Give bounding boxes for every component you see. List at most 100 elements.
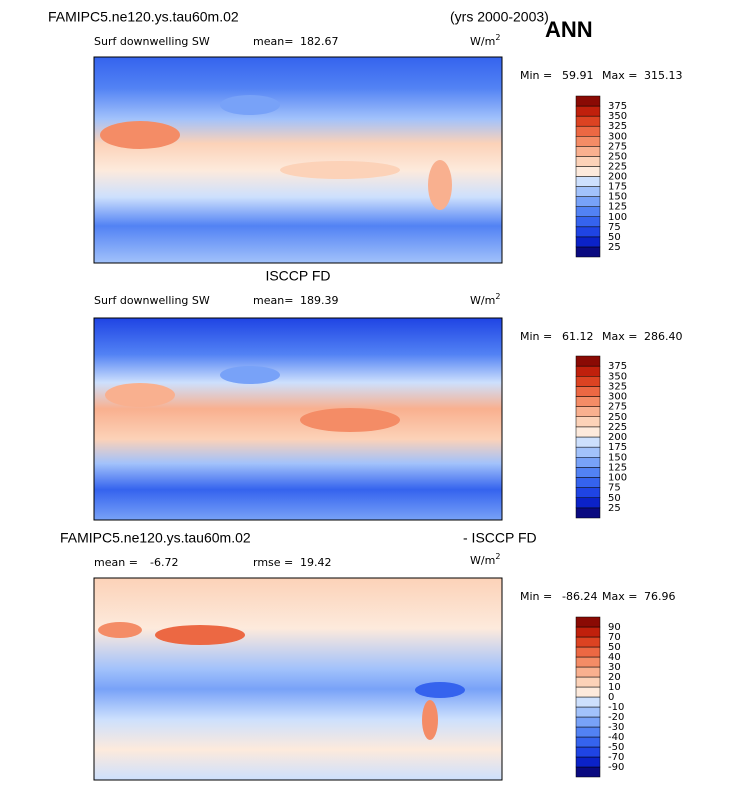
mean-value: 189.39: [300, 294, 339, 307]
colorbar-cell: [575, 746, 601, 758]
colorbar-label: 50: [608, 493, 621, 504]
variable: Surf downwelling SW: [94, 35, 210, 48]
rmse-value: 19.42: [300, 556, 332, 569]
colorbar-cell: [575, 477, 601, 488]
colorbar-cell: [575, 646, 601, 658]
colorbar-cell: [575, 236, 601, 248]
colorbar-cell: [575, 136, 601, 147]
units: W/m2: [470, 552, 500, 568]
colorbar-cell: [575, 206, 601, 217]
max-value: 315.13: [644, 69, 683, 82]
min-label: Min =: [520, 69, 552, 82]
colorbar-label: 325: [608, 381, 627, 392]
colorbar-label: 250: [608, 412, 627, 423]
min-value: 59.91: [562, 69, 594, 82]
colorbar-cell: [575, 446, 601, 458]
units: W/m2: [470, 33, 500, 49]
colorbar-label: -70: [608, 752, 624, 763]
colorbar-label: 20: [608, 672, 621, 683]
colorbar-cell: [575, 376, 601, 387]
colorbar-cell: [575, 656, 601, 668]
colorbar-cell: [575, 176, 601, 187]
colorbar-cell: [575, 196, 601, 207]
colorbar-label: 275: [608, 141, 627, 152]
colorbar-label: 100: [608, 473, 627, 484]
colorbar-label: 175: [608, 182, 627, 193]
colorbar-label: -40: [608, 732, 624, 743]
colorbar-label: 275: [608, 402, 627, 413]
colorbar-cell: [575, 676, 601, 688]
colorbar-cell: [575, 355, 601, 367]
colorbar-cell: [575, 105, 601, 117]
min-value: -86.24: [562, 590, 597, 603]
colorbar-label: 350: [608, 371, 627, 382]
colorbar-label: -20: [608, 712, 624, 723]
colorbar-label: 0: [608, 692, 614, 703]
colorbar-cell: [575, 467, 601, 478]
colorbar-cell: [575, 636, 601, 648]
mean-label: mean=: [253, 294, 293, 307]
colorbar-cell: [575, 616, 601, 628]
colorbar-cell: [575, 666, 601, 678]
colorbar-cell: [575, 95, 601, 107]
mean-value: 182.67: [300, 35, 339, 48]
colorbar-cell: [575, 736, 601, 748]
colorbar-cell: [575, 507, 601, 519]
colorbar: 2550751001251501752002252502753003253503…: [575, 95, 627, 258]
panel-title: ISCCP FD: [265, 268, 330, 284]
colorbar-cell: [575, 436, 601, 448]
colorbar-cell: [575, 426, 601, 438]
colorbar-label: 225: [608, 422, 627, 433]
rmse-label: rmse =: [253, 556, 293, 569]
colorbar-cell: [575, 166, 601, 177]
mean-value: -6.72: [150, 556, 178, 569]
colorbar-label: 50: [608, 642, 621, 653]
colorbar-label: 70: [608, 632, 621, 643]
colorbar-label: 150: [608, 192, 627, 203]
colorbar-label: 75: [608, 222, 621, 233]
panel-title: FAMIPC5.ne120.ys.tau60m.02: [60, 530, 251, 546]
min-value: 61.12: [562, 330, 594, 343]
colorbar-cell: [575, 416, 601, 428]
colorbar: 2550751001251501752002252502753003253503…: [575, 355, 627, 519]
map: [93, 317, 503, 521]
colorbar-cell: [575, 115, 601, 127]
colorbar-label: 225: [608, 161, 627, 172]
colorbar-label: 50: [608, 232, 621, 243]
colorbar-label: 150: [608, 452, 627, 463]
years: (yrs 2000-2003): [450, 9, 549, 25]
colorbar-cell: [575, 726, 601, 738]
map: [93, 577, 503, 781]
colorbar-label: 350: [608, 111, 627, 122]
max-label: Max =: [602, 590, 637, 603]
max-value: 76.96: [644, 590, 676, 603]
colorbar-label: -10: [608, 702, 624, 713]
colorbar-cell: [575, 696, 601, 708]
colorbar-label: -50: [608, 742, 624, 753]
units: W/m2: [470, 292, 500, 308]
min-label: Min =: [520, 330, 552, 343]
colorbar-cell: [575, 457, 601, 468]
colorbar-label: 175: [608, 442, 627, 453]
case-title: FAMIPC5.ne120.ys.tau60m.02: [48, 9, 239, 25]
colorbar-cell: [575, 156, 601, 167]
colorbar-label: 250: [608, 151, 627, 162]
colorbar-cell: [575, 125, 601, 137]
colorbar-cell: [575, 226, 601, 238]
colorbar-label: 300: [608, 131, 627, 142]
colorbar-label: 30: [608, 662, 621, 673]
season: ANN: [545, 17, 593, 42]
colorbar-cell: [575, 686, 601, 698]
colorbar-label: 375: [608, 101, 627, 112]
colorbar-cell: [575, 216, 601, 228]
colorbar-cell: [575, 487, 601, 498]
colorbar-label: -90: [608, 762, 624, 773]
colorbar-cell: [575, 716, 601, 728]
colorbar-label: 375: [608, 361, 627, 372]
colorbar-cell: [575, 186, 601, 197]
colorbar-cell: [575, 365, 601, 377]
colorbar-label: 40: [608, 652, 621, 663]
colorbar-label: 125: [608, 202, 627, 213]
colorbar-label: 100: [608, 212, 627, 223]
colorbar-label: 10: [608, 682, 621, 693]
